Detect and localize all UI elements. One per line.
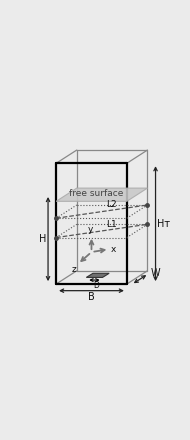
Text: L2: L2	[106, 200, 117, 209]
Text: y: y	[88, 225, 93, 235]
Polygon shape	[86, 273, 109, 277]
Text: H: H	[39, 234, 46, 244]
Text: D: D	[93, 281, 99, 290]
Text: free surface: free surface	[69, 190, 123, 198]
Text: x: x	[111, 245, 116, 253]
Text: Hᴛ: Hᴛ	[157, 219, 170, 229]
Text: L1: L1	[106, 220, 117, 229]
Text: W: W	[150, 268, 160, 278]
Text: B: B	[88, 293, 95, 302]
Polygon shape	[56, 188, 147, 202]
Text: z: z	[71, 265, 76, 274]
